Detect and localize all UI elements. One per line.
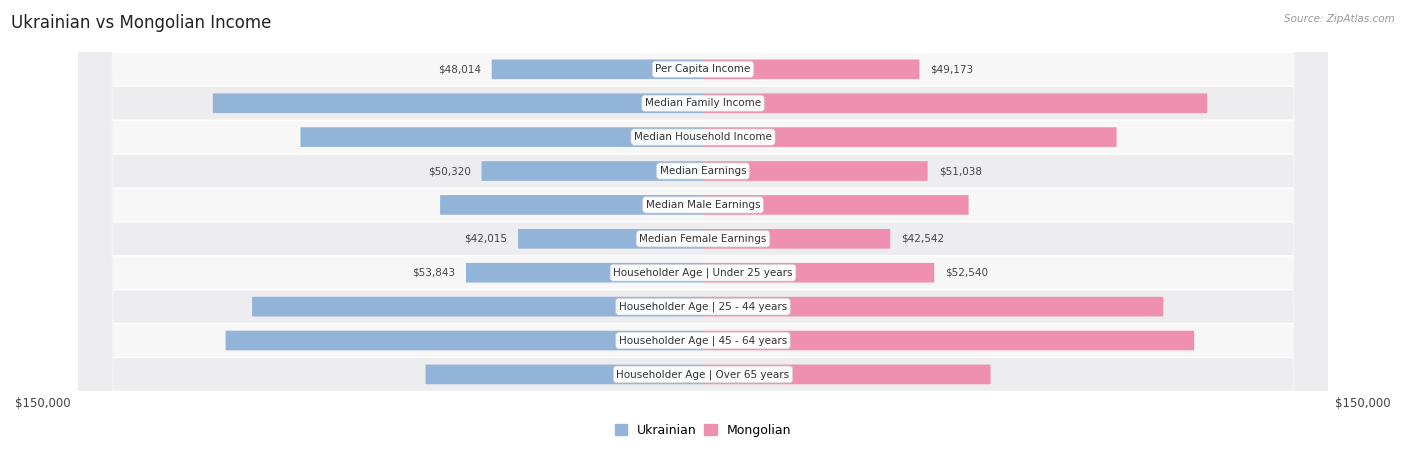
Text: Median Household Income: Median Household Income — [634, 132, 772, 142]
Text: $114,553: $114,553 — [668, 98, 723, 108]
FancyBboxPatch shape — [77, 0, 1329, 467]
Text: $91,456: $91,456 — [688, 132, 734, 142]
Text: $53,843: $53,843 — [412, 268, 456, 278]
FancyBboxPatch shape — [225, 331, 703, 350]
FancyBboxPatch shape — [703, 161, 928, 181]
FancyBboxPatch shape — [465, 263, 703, 283]
Text: $42,015: $42,015 — [464, 234, 508, 244]
FancyBboxPatch shape — [77, 0, 1329, 467]
Text: Median Male Earnings: Median Male Earnings — [645, 200, 761, 210]
FancyBboxPatch shape — [703, 297, 1163, 317]
FancyBboxPatch shape — [77, 0, 1329, 467]
Text: Median Earnings: Median Earnings — [659, 166, 747, 176]
Text: $50,320: $50,320 — [427, 166, 471, 176]
FancyBboxPatch shape — [703, 59, 920, 79]
FancyBboxPatch shape — [492, 59, 703, 79]
FancyBboxPatch shape — [77, 0, 1329, 467]
Text: Ukrainian vs Mongolian Income: Ukrainian vs Mongolian Income — [11, 14, 271, 32]
Legend: Ukrainian, Mongolian: Ukrainian, Mongolian — [612, 421, 794, 439]
Text: $63,032: $63,032 — [692, 369, 740, 379]
Text: $111,368: $111,368 — [683, 98, 738, 108]
Text: $102,451: $102,451 — [685, 302, 740, 311]
Text: $60,350: $60,350 — [666, 200, 714, 210]
Text: Householder Age | Under 25 years: Householder Age | Under 25 years — [613, 268, 793, 278]
Text: $49,173: $49,173 — [931, 64, 973, 74]
FancyBboxPatch shape — [517, 229, 703, 248]
FancyBboxPatch shape — [77, 0, 1329, 467]
Text: $108,475: $108,475 — [683, 335, 740, 346]
Text: Householder Age | 45 - 64 years: Householder Age | 45 - 64 years — [619, 335, 787, 346]
FancyBboxPatch shape — [77, 0, 1329, 467]
Text: $52,540: $52,540 — [945, 268, 988, 278]
Text: $42,542: $42,542 — [901, 234, 945, 244]
FancyBboxPatch shape — [440, 195, 703, 215]
FancyBboxPatch shape — [481, 161, 703, 181]
FancyBboxPatch shape — [77, 0, 1329, 467]
FancyBboxPatch shape — [301, 127, 703, 147]
Text: Median Family Income: Median Family Income — [645, 98, 761, 108]
FancyBboxPatch shape — [77, 0, 1329, 467]
FancyBboxPatch shape — [426, 365, 703, 384]
Text: $104,578: $104,578 — [666, 302, 721, 311]
Text: Per Capita Income: Per Capita Income — [655, 64, 751, 74]
Text: $59,728: $59,728 — [693, 200, 740, 210]
FancyBboxPatch shape — [703, 263, 934, 283]
Text: Source: ZipAtlas.com: Source: ZipAtlas.com — [1284, 14, 1395, 24]
Text: $65,326: $65,326 — [666, 369, 714, 379]
FancyBboxPatch shape — [703, 195, 969, 215]
FancyBboxPatch shape — [252, 297, 703, 317]
Text: Median Female Earnings: Median Female Earnings — [640, 234, 766, 244]
FancyBboxPatch shape — [703, 127, 1116, 147]
Text: $48,014: $48,014 — [437, 64, 481, 74]
Text: $111,602: $111,602 — [668, 335, 723, 346]
FancyBboxPatch shape — [212, 93, 703, 113]
FancyBboxPatch shape — [77, 0, 1329, 467]
FancyBboxPatch shape — [703, 365, 990, 384]
Text: Householder Age | Over 65 years: Householder Age | Over 65 years — [616, 369, 790, 380]
Text: Householder Age | 25 - 44 years: Householder Age | 25 - 44 years — [619, 301, 787, 312]
FancyBboxPatch shape — [77, 0, 1329, 467]
FancyBboxPatch shape — [703, 331, 1194, 350]
Text: $93,971: $93,971 — [672, 132, 720, 142]
FancyBboxPatch shape — [703, 229, 890, 248]
Text: $51,038: $51,038 — [939, 166, 981, 176]
FancyBboxPatch shape — [703, 93, 1208, 113]
